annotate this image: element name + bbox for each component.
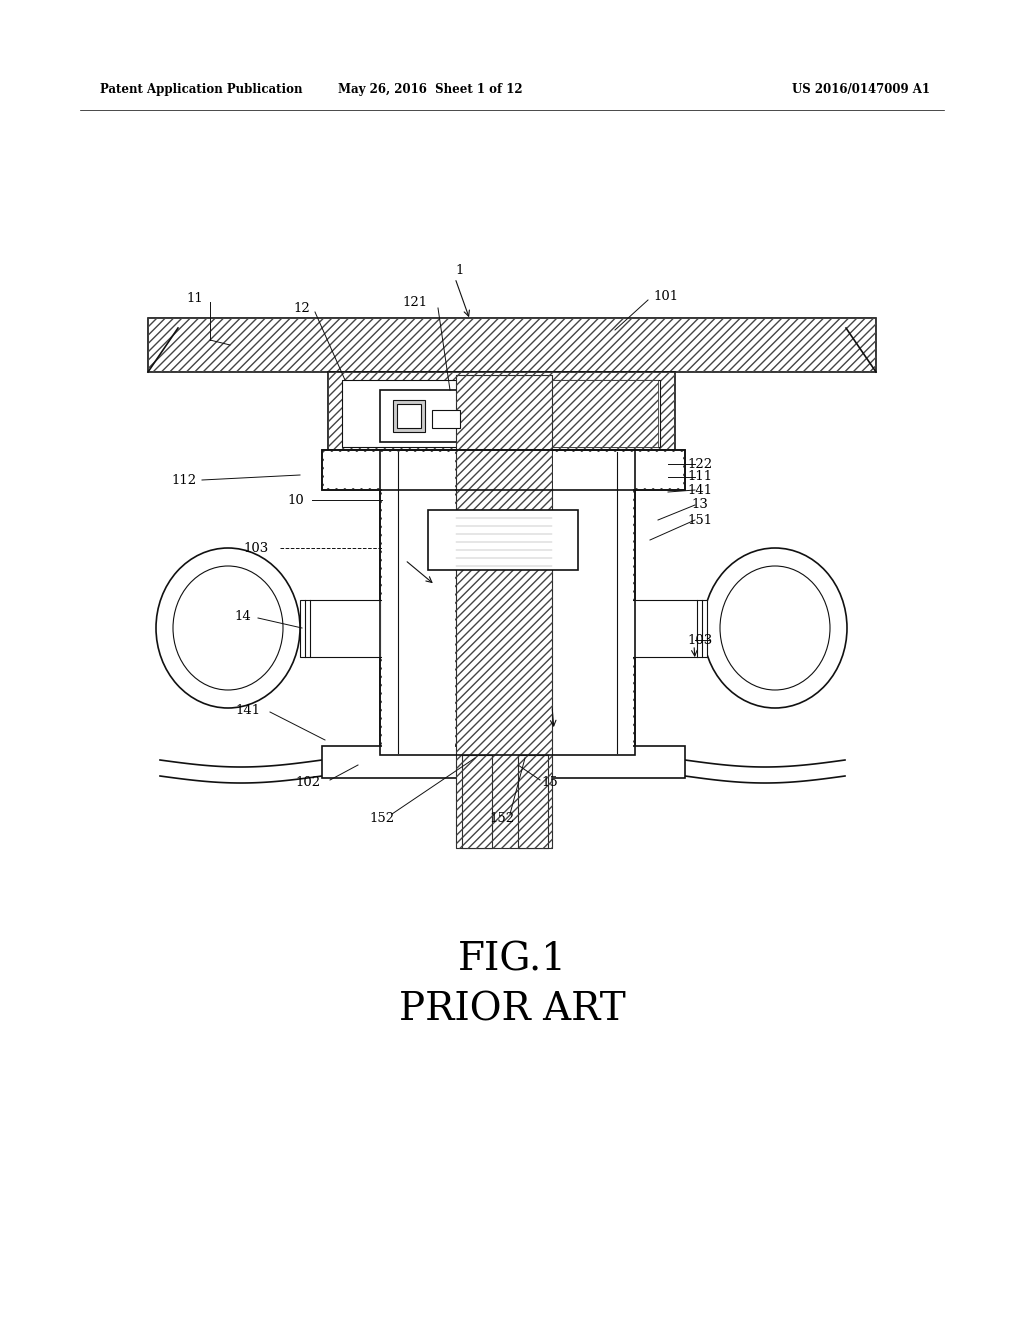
Text: 102: 102 — [296, 776, 321, 788]
Bar — [456, 375, 552, 847]
Bar — [518, 755, 548, 847]
Bar — [300, 601, 382, 657]
Bar — [328, 372, 675, 450]
Bar — [484, 380, 658, 447]
Text: May 26, 2016  Sheet 1 of 12: May 26, 2016 Sheet 1 of 12 — [338, 83, 522, 96]
Ellipse shape — [703, 548, 847, 708]
Bar — [393, 400, 425, 432]
Bar — [380, 450, 635, 755]
Text: 103: 103 — [244, 541, 268, 554]
Bar — [462, 755, 492, 847]
Bar — [148, 318, 876, 372]
Bar — [380, 389, 482, 442]
Text: US 2016/0147009 A1: US 2016/0147009 A1 — [792, 83, 930, 96]
Bar — [518, 755, 548, 847]
Text: 13: 13 — [691, 499, 709, 511]
Text: 103: 103 — [687, 634, 713, 647]
Text: 12: 12 — [294, 301, 310, 314]
Bar — [397, 404, 421, 428]
Bar — [322, 450, 685, 490]
Text: 11: 11 — [186, 292, 204, 305]
Text: 122: 122 — [687, 458, 713, 470]
Text: Patent Application Publication: Patent Application Publication — [100, 83, 302, 96]
Bar — [380, 450, 635, 755]
Bar — [324, 451, 455, 488]
Text: 14: 14 — [234, 610, 251, 623]
Ellipse shape — [156, 548, 300, 708]
Text: 10: 10 — [288, 494, 304, 507]
Text: 152: 152 — [489, 812, 515, 825]
Text: 121: 121 — [402, 296, 428, 309]
Bar — [456, 375, 552, 847]
Text: 141: 141 — [236, 704, 260, 717]
Bar — [462, 755, 492, 847]
Text: 1: 1 — [456, 264, 464, 276]
Bar — [328, 372, 675, 450]
Bar — [322, 746, 685, 777]
Text: 152: 152 — [370, 812, 394, 825]
Bar — [148, 318, 876, 372]
Bar — [342, 380, 660, 447]
Bar — [484, 380, 658, 447]
Text: 111: 111 — [687, 470, 713, 483]
Bar — [553, 451, 683, 488]
Text: 112: 112 — [171, 474, 197, 487]
Text: 15: 15 — [542, 776, 558, 788]
Text: 151: 151 — [687, 513, 713, 527]
Bar — [625, 601, 707, 657]
Bar — [380, 450, 635, 755]
Text: FIG.1: FIG.1 — [458, 941, 566, 978]
Bar — [322, 450, 685, 490]
Bar — [428, 510, 578, 570]
Bar — [322, 450, 685, 490]
Text: 141: 141 — [687, 483, 713, 496]
Bar — [553, 451, 633, 752]
Bar — [382, 451, 455, 752]
Text: PRIOR ART: PRIOR ART — [398, 991, 626, 1028]
Text: 101: 101 — [653, 289, 679, 302]
Bar — [432, 411, 460, 428]
